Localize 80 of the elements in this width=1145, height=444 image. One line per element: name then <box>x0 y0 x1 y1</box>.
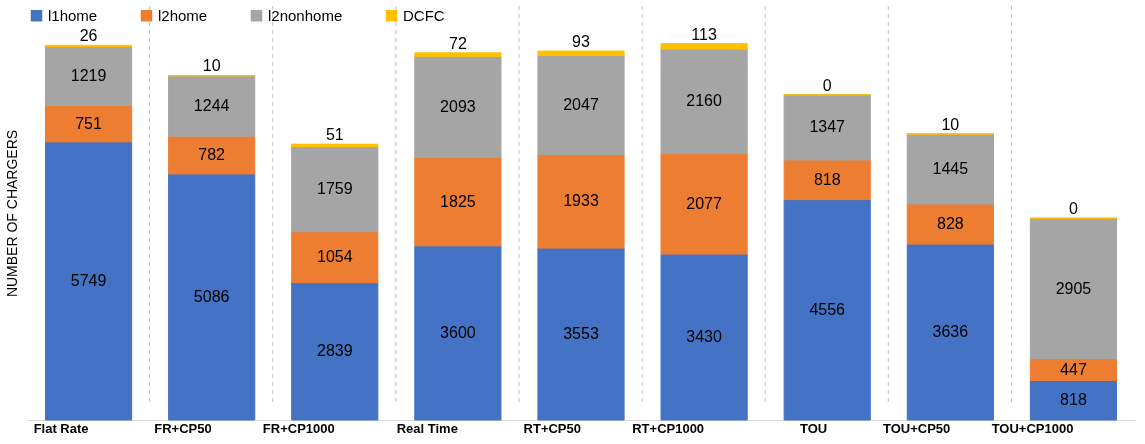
data-label: 818 <box>1060 391 1087 409</box>
bar <box>44 46 133 107</box>
data-label: 3553 <box>563 325 599 343</box>
data-label: 3600 <box>440 323 476 341</box>
bar <box>291 231 379 284</box>
data-label: 2047 <box>563 96 599 114</box>
data-label: 10 <box>941 115 960 133</box>
data-label: 2839 <box>316 342 353 360</box>
x-tick-label: TOU+CP50 <box>883 420 951 436</box>
bar <box>537 247 625 421</box>
data-label: 782 <box>198 146 226 164</box>
data-label: 93 <box>572 33 590 51</box>
data-label: 1219 <box>70 67 107 85</box>
data-label: 5086 <box>193 287 230 305</box>
bar <box>660 253 748 421</box>
bar <box>291 146 379 233</box>
data-label: 1054 <box>316 248 353 266</box>
x-tick-label: TOU <box>800 420 828 436</box>
data-label: 4556 <box>809 300 846 318</box>
bar <box>906 203 994 245</box>
data-label: 26 <box>79 27 98 45</box>
legend-label: DCFC <box>403 6 445 24</box>
bar <box>291 143 379 148</box>
x-tick-label: RT+CP50 <box>523 420 581 436</box>
bar <box>906 133 994 205</box>
data-label: 2077 <box>686 194 723 212</box>
data-label: 5749 <box>70 271 107 289</box>
data-label: 818 <box>813 170 841 188</box>
bar <box>291 282 379 421</box>
data-label: 0 <box>1068 200 1078 218</box>
data-label: 2905 <box>1055 279 1092 297</box>
data-label: 113 <box>691 25 717 43</box>
x-tick-label: Real Time <box>396 420 458 436</box>
data-label: 828 <box>936 215 964 233</box>
bar <box>660 43 748 50</box>
bar <box>1029 217 1118 360</box>
x-tick-label: FR+CP50 <box>154 420 212 436</box>
bar <box>44 141 133 421</box>
bar <box>168 173 256 421</box>
data-label: 72 <box>448 34 467 52</box>
legend-label: l2nonhome <box>268 6 343 24</box>
bar <box>1029 379 1118 421</box>
bar <box>414 55 502 159</box>
bar <box>537 154 625 249</box>
data-label: 447 <box>1060 360 1087 378</box>
bar <box>906 243 994 421</box>
x-tick-label: Flat Rate <box>33 420 89 436</box>
bar <box>660 153 748 255</box>
data-label: 1347 <box>809 118 846 136</box>
data-label: 2093 <box>440 97 476 115</box>
bar <box>414 52 502 57</box>
legend-label: l2home <box>158 6 208 24</box>
data-label: 2160 <box>686 92 723 110</box>
data-label: 1825 <box>440 192 476 210</box>
legend-label: l1home <box>48 6 98 24</box>
data-label: 1445 <box>932 160 969 178</box>
bar <box>660 48 748 155</box>
data-label: 51 <box>325 126 344 144</box>
bar <box>783 199 871 421</box>
x-tick-label: FR+CP1000 <box>262 420 335 436</box>
data-label: 1244 <box>193 97 230 115</box>
data-label: 3636 <box>932 323 969 341</box>
data-label: 1759 <box>316 180 353 198</box>
data-label: 1933 <box>563 192 599 210</box>
bar <box>537 50 625 57</box>
bar <box>44 105 133 143</box>
data-label: 10 <box>202 57 221 75</box>
y-axis-title: NUMBER OF CHARGERS <box>3 129 20 298</box>
bar <box>783 159 871 201</box>
bar <box>168 75 256 137</box>
x-tick-label: TOU+CP1000 <box>991 420 1074 436</box>
data-label: 751 <box>75 114 102 132</box>
bar <box>168 135 256 175</box>
data-label: 0 <box>822 76 832 94</box>
bar <box>414 245 502 421</box>
bar <box>414 157 502 247</box>
data-label: 3430 <box>686 328 723 346</box>
x-tick-label: RT+CP1000 <box>632 420 705 436</box>
bar <box>537 55 625 156</box>
bar <box>783 94 871 161</box>
